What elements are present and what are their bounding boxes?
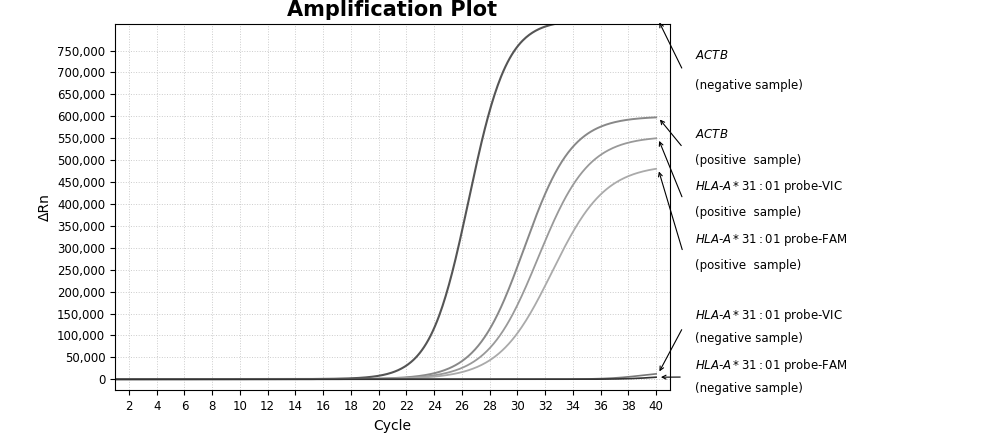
Title: Amplification Plot: Amplification Plot — [287, 0, 498, 20]
Text: (negative sample): (negative sample) — [695, 79, 803, 93]
Y-axis label: ΔRn: ΔRn — [38, 193, 52, 221]
Text: (negative sample): (negative sample) — [695, 332, 803, 345]
Text: $\mathit{ACTB}$: $\mathit{ACTB}$ — [695, 49, 728, 62]
Text: (negative sample): (negative sample) — [695, 382, 803, 396]
Text: $\mathit{HLA}$-$\mathit{A*31:01}$ probe-VIC: $\mathit{HLA}$-$\mathit{A*31:01}$ probe-… — [695, 307, 843, 324]
Text: (positive  sample): (positive sample) — [695, 206, 801, 219]
Text: $\mathit{HLA}$-$\mathit{A*31:01}$ probe-VIC: $\mathit{HLA}$-$\mathit{A*31:01}$ probe-… — [695, 178, 843, 194]
Text: $\mathit{ACTB}$: $\mathit{ACTB}$ — [695, 128, 728, 141]
Text: (positive  sample): (positive sample) — [695, 154, 801, 168]
Text: $\mathit{HLA}$-$\mathit{A*31:01}$ probe-FAM: $\mathit{HLA}$-$\mathit{A*31:01}$ probe-… — [695, 231, 848, 247]
Text: $\mathit{HLA}$-$\mathit{A*31:01}$ probe-FAM: $\mathit{HLA}$-$\mathit{A*31:01}$ probe-… — [695, 357, 848, 374]
X-axis label: Cycle: Cycle — [374, 419, 412, 433]
Text: (positive  sample): (positive sample) — [695, 259, 801, 272]
